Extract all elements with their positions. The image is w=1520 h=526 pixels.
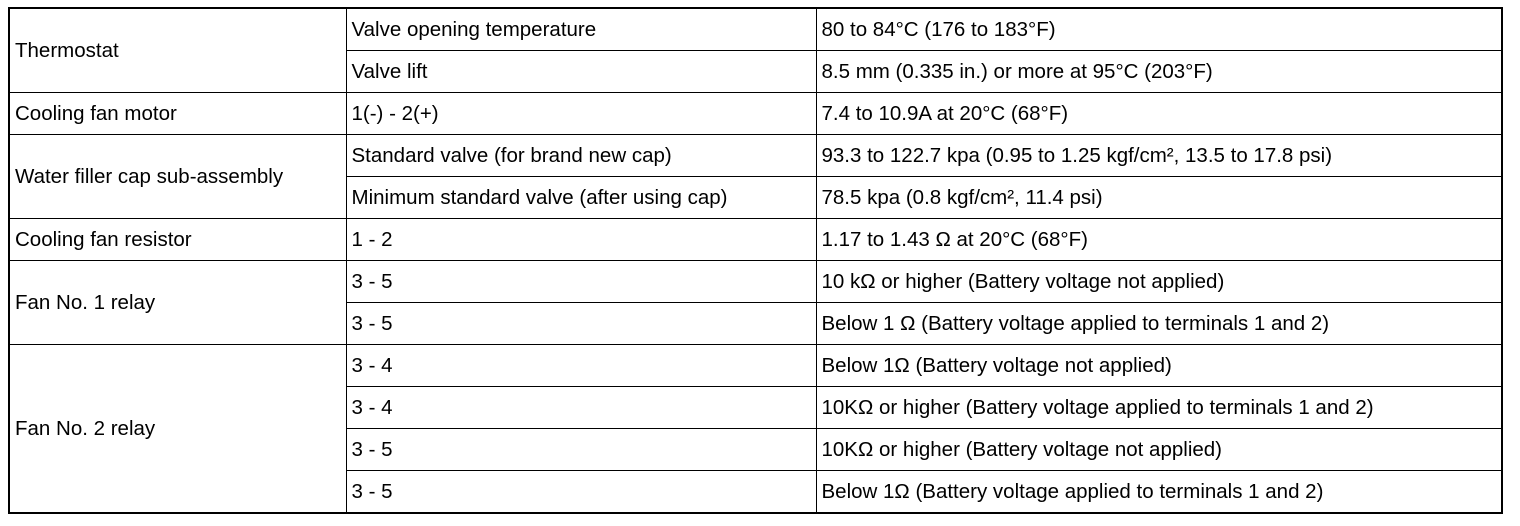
spec-cell: 8.5 mm (0.335 in.) or more at 95°C (203°… (815, 50, 1503, 93)
spec-table: Thermostat Valve opening temperature 80 to… (8, 7, 1503, 514)
table-row: Cooling fan motor 1(-) - 2(+) 7.4 to 10.9A… (8, 92, 1503, 135)
condition-cell: Minimum standard valve (after using cap) (345, 176, 817, 219)
spec-cell: 10KΩ or higher (Battery voltage applied … (815, 386, 1503, 429)
spec-cell: 1.17 to 1.43 Ω at 20°C (68°F) (815, 218, 1503, 261)
spec-cell: 7.4 to 10.9A at 20°C (68°F) (815, 92, 1503, 135)
spec-cell: 10 kΩ or higher (Battery voltage not app… (815, 260, 1503, 303)
condition-cell: 3 - 5 (345, 470, 817, 514)
condition-cell: 1 - 2 (345, 218, 817, 261)
component-cell: Fan No. 1 relay (8, 260, 347, 345)
component-cell: Fan No. 2 relay (8, 344, 347, 514)
spec-cell: Below 1Ω (Battery voltage not applied) (815, 344, 1503, 387)
component-cell: Cooling fan motor (8, 92, 347, 135)
component-cell: Thermostat (8, 7, 347, 93)
condition-cell: 3 - 4 (345, 386, 817, 429)
spec-cell: Below 1 Ω (Battery voltage applied to te… (815, 302, 1503, 345)
table-row: Fan No. 1 relay 3 - 5 10 kΩ or higher (Bat… (8, 260, 1503, 345)
component-cell: Cooling fan resistor (8, 218, 347, 261)
condition-cell: 3 - 5 (345, 428, 817, 471)
condition-cell: Standard valve (for brand new cap) (345, 134, 817, 177)
table-row: Cooling fan resistor 1 - 2 1.17 to 1.43 Ω … (8, 218, 1503, 261)
table-row: 3 - 5 Below 1Ω (Battery voltage applied t… (9, 470, 1503, 514)
table-row: Fan No. 2 relay 3 - 4 Below 1Ω (Battery vo… (8, 344, 1503, 514)
condition-cell: Valve lift (345, 50, 817, 93)
spec-cell: 78.5 kpa (0.8 kgf/cm², 11.4 psi) (815, 176, 1503, 219)
condition-cell: 3 - 5 (345, 260, 817, 303)
table-row: Valve lift 8.5 mm (0.335 in.) or more at … (9, 50, 1503, 93)
table-row: Thermostat Valve opening temperature 80 to… (8, 7, 1503, 93)
spec-cell: 80 to 84°C (176 to 183°F) (815, 7, 1503, 51)
table-row: Minimum standard valve (after using cap)… (9, 176, 1503, 219)
condition-cell: 3 - 5 (345, 302, 817, 345)
table-row: 3 - 4 10KΩ or higher (Battery voltage app… (9, 386, 1503, 429)
table-row: 3 - 5 10KΩ or higher (Battery voltage not… (9, 428, 1503, 471)
table-row: Water filler cap sub-assembly Standard va… (8, 134, 1503, 219)
condition-cell: 1(-) - 2(+) (345, 92, 817, 135)
table-row: 3 - 5 Below 1 Ω (Battery voltage applied … (9, 302, 1503, 345)
condition-cell: Valve opening temperature (345, 7, 817, 51)
spec-cell: 10KΩ or higher (Battery voltage not appl… (815, 428, 1503, 471)
component-cell: Water filler cap sub-assembly (8, 134, 347, 219)
spec-cell: 93.3 to 122.7 kpa (0.95 to 1.25 kgf/cm²,… (815, 134, 1503, 177)
condition-cell: 3 - 4 (345, 344, 817, 387)
spec-cell: Below 1Ω (Battery voltage applied to ter… (815, 470, 1503, 514)
table-body: Thermostat Valve opening temperature 80 to… (8, 7, 1503, 514)
